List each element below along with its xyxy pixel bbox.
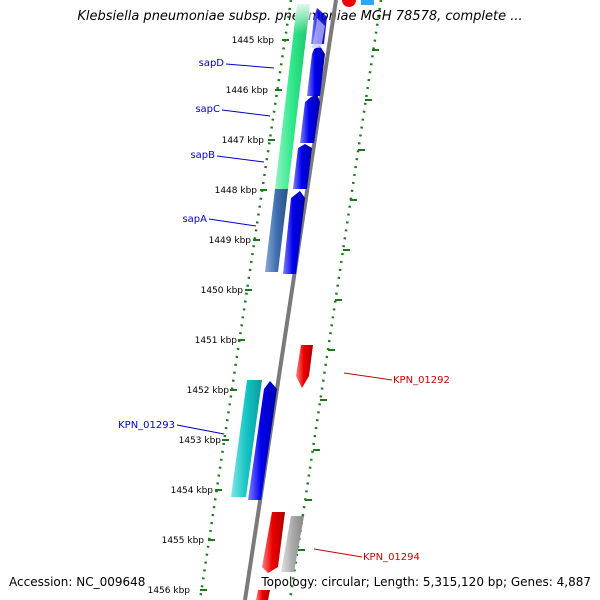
right-gene-labels: KPN_01292 KPN_01294 [363,375,450,563]
forward-strand-genes [248,8,327,500]
scale-label: 1446 kbp [226,86,269,96]
scale-label: 1452 kbp [187,386,230,396]
gene-label-KPN_01292[interactable]: KPN_01292 [393,375,450,386]
scale-label: 1456 kbp [148,586,191,596]
scale-label: 1447 kbp [222,136,265,146]
left-gene-labels: sapD sapC sapB sapA KPN_01293 [118,58,224,431]
gene-label-sapD[interactable]: sapD [199,58,225,69]
gene-arrow-sapD[interactable] [307,46,325,96]
left-leader-lines [176,63,275,435]
gene-arrow-sapA[interactable] [283,191,305,274]
feature-marker-top [312,18,325,48]
scale-label: 1445 kbp [232,36,275,46]
gene-arrow-KPN_01294[interactable] [262,512,285,573]
gene-label-KPN_01293[interactable]: KPN_01293 [118,420,175,431]
KPN_01294-band[interactable] [281,516,304,572]
inner-tick-track [198,0,293,600]
gene-arrow-sapC[interactable] [300,94,320,143]
scale-label: 1450 kbp [201,286,244,296]
major-tick-marks [200,39,379,591]
scale-label: 1454 kbp [171,486,214,496]
gene-arrow-sapB[interactable] [293,144,312,189]
sapA-band[interactable] [265,189,288,272]
scale-label: 1455 kbp [162,536,205,546]
gene-label-sapC[interactable]: sapC [195,104,220,115]
scale-label: 1448 kbp [215,186,258,196]
gene-marker-top-red [342,0,356,7]
gene-label-sapA[interactable]: sapA [182,214,207,225]
right-leader-lines [313,372,393,558]
sap-band-fade [295,4,313,34]
scale-label: 1451 kbp [195,336,238,346]
scale-label: 1453 kbp [179,436,222,446]
KPN_01293-band[interactable] [231,380,262,497]
reverse-strand-genes [256,0,356,600]
sap-operon-band[interactable] [275,4,310,189]
gene-label-KPN_01294[interactable]: KPN_01294 [363,552,420,563]
topology-summary: Topology: circular; Length: 5,315,120 bp… [261,575,591,589]
feature-marker-top-cyan [361,0,374,5]
gene-arrow-KPN_01293[interactable] [248,381,277,500]
scale-labels: 1445 kbp 1446 kbp 1447 kbp 1448 kbp 1449… [148,36,275,596]
accession-label: Accession: NC_009648 [9,575,146,589]
gene-arrow-KPN_01292[interactable] [296,345,313,388]
gene-arrow-bottom [256,590,270,600]
gene-label-sapB[interactable]: sapB [190,150,215,161]
scale-label: 1449 kbp [209,236,252,246]
